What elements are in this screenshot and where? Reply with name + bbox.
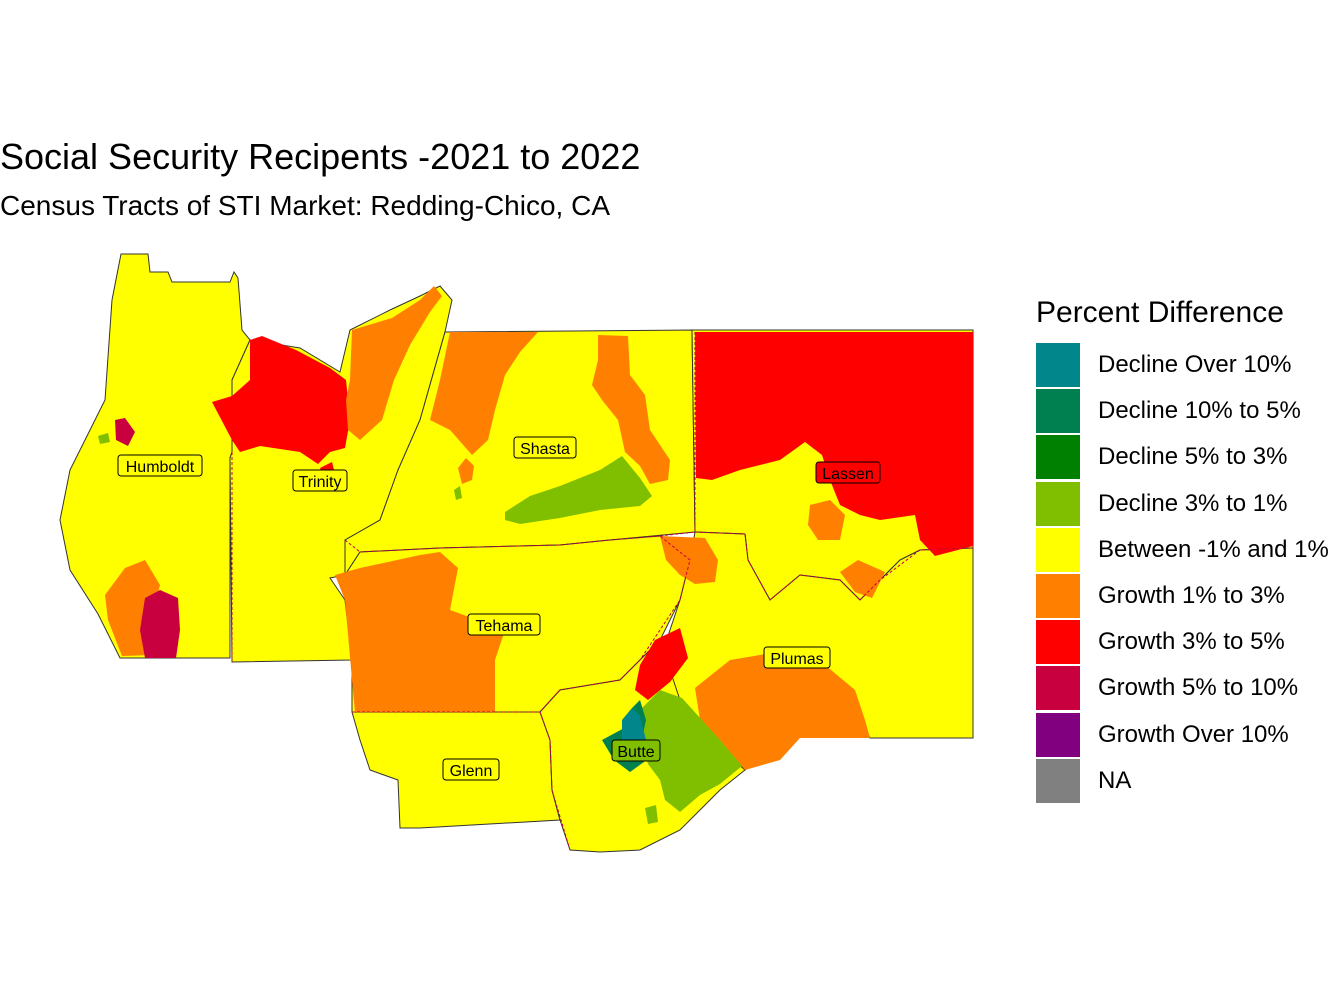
legend-swatch bbox=[1036, 481, 1080, 526]
tract-humboldt-green-small bbox=[98, 433, 110, 444]
tract-shasta-orange-n bbox=[430, 332, 538, 455]
tract-shasta-orange-nw bbox=[346, 286, 442, 440]
choropleth-map: Humboldt Trinity Shasta Lassen Tehama Pl… bbox=[59, 253, 974, 853]
tract-humboldt-magenta bbox=[140, 590, 180, 658]
legend-item: NA bbox=[1036, 758, 1329, 804]
county-labels: Humboldt Trinity Shasta Lassen Tehama Pl… bbox=[117, 436, 881, 781]
svg-text:Shasta: Shasta bbox=[520, 441, 570, 458]
tract-butte-green-small bbox=[645, 805, 658, 824]
legend-swatch bbox=[1036, 574, 1080, 619]
svg-text:Tehama: Tehama bbox=[476, 618, 533, 635]
label-tehama: Tehama bbox=[467, 613, 541, 636]
legend-label: Growth 5% to 10% bbox=[1098, 674, 1299, 702]
tract-shasta-green-small bbox=[454, 486, 462, 500]
legend-label: Growth Over 10% bbox=[1098, 720, 1289, 748]
tract-tehama-orange bbox=[335, 552, 505, 712]
legend-item: Between -1% and 1% bbox=[1036, 527, 1329, 573]
label-plumas: Plumas bbox=[763, 646, 831, 669]
label-lassen: Lassen bbox=[815, 461, 881, 484]
tract-plumas-orange bbox=[695, 650, 870, 770]
tract-trinity-red bbox=[212, 336, 350, 464]
svg-text:Trinity: Trinity bbox=[299, 474, 342, 491]
legend-swatch bbox=[1036, 620, 1080, 665]
tract-lassen-red bbox=[695, 332, 973, 556]
tract-butte-green bbox=[638, 690, 742, 812]
legend-swatch bbox=[1036, 389, 1080, 434]
legend: Percent Difference Decline Over 10% Decl… bbox=[1036, 296, 1329, 804]
tract-lassen-orange2 bbox=[840, 560, 885, 598]
legend-label: Decline Over 10% bbox=[1098, 351, 1292, 379]
label-shasta: Shasta bbox=[513, 436, 577, 459]
tract-shasta-orange-ne bbox=[592, 335, 670, 484]
svg-text:Humboldt: Humboldt bbox=[126, 459, 195, 476]
legend-swatch bbox=[1036, 435, 1080, 480]
legend-swatch bbox=[1036, 666, 1080, 711]
legend-swatch bbox=[1036, 343, 1080, 388]
tract-humboldt-magenta-north bbox=[115, 418, 135, 446]
legend-item: Growth 3% to 5% bbox=[1036, 619, 1329, 665]
legend-item: Decline Over 10% bbox=[1036, 342, 1329, 388]
tract-lassen-orange bbox=[808, 500, 845, 540]
legend-item: Growth Over 10% bbox=[1036, 712, 1329, 758]
legend-item: Decline 3% to 1% bbox=[1036, 481, 1329, 527]
legend-label: NA bbox=[1098, 766, 1132, 794]
legend-swatch bbox=[1036, 712, 1080, 757]
legend-title: Percent Difference bbox=[1036, 296, 1284, 329]
legend-swatch bbox=[1036, 758, 1080, 803]
label-glenn: Glenn bbox=[442, 758, 500, 781]
map-title: Social Security Recipents -2021 to 2022 bbox=[0, 136, 641, 177]
tract-shasta-green bbox=[505, 456, 652, 524]
legend-label: Decline 10% to 5% bbox=[1098, 397, 1301, 425]
tract-shasta-orange-small bbox=[458, 458, 474, 484]
legend-item: Decline 5% to 3% bbox=[1036, 434, 1329, 480]
county-borders bbox=[231, 332, 974, 851]
label-humboldt: Humboldt bbox=[117, 454, 203, 477]
legend-swatch bbox=[1036, 527, 1080, 572]
legend-item: Growth 1% to 3% bbox=[1036, 573, 1329, 619]
tract-tehama-orange-ne bbox=[660, 536, 718, 584]
svg-text:Butte: Butte bbox=[617, 744, 654, 761]
legend-label: Growth 3% to 5% bbox=[1098, 628, 1285, 656]
svg-text:Plumas: Plumas bbox=[770, 651, 823, 668]
svg-text:Glenn: Glenn bbox=[450, 763, 493, 780]
map-subtitle: Census Tracts of STI Market: Redding-Chi… bbox=[0, 190, 610, 221]
label-trinity: Trinity bbox=[292, 469, 348, 492]
label-butte: Butte bbox=[611, 739, 661, 762]
svg-text:Lassen: Lassen bbox=[822, 466, 874, 483]
legend-item: Decline 10% to 5% bbox=[1036, 388, 1329, 434]
tract-fills bbox=[98, 286, 973, 824]
legend-item: Growth 5% to 10% bbox=[1036, 665, 1329, 711]
legend-label: Growth 1% to 3% bbox=[1098, 582, 1285, 610]
legend-label: Decline 3% to 1% bbox=[1098, 489, 1288, 517]
legend-items: Decline Over 10% Decline 10% to 5% Decli… bbox=[1036, 342, 1329, 804]
tract-butte-red bbox=[635, 628, 688, 700]
legend-label: Between -1% and 1% bbox=[1098, 535, 1329, 563]
legend-label: Decline 5% to 3% bbox=[1098, 443, 1288, 471]
